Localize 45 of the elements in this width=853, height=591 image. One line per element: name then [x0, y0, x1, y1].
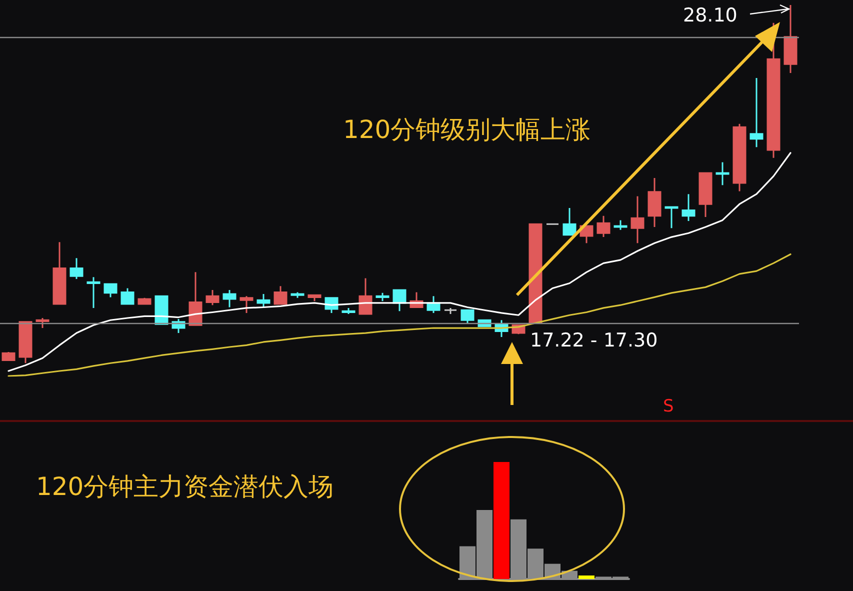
candlestick: [562, 207, 576, 236]
candlestick: [36, 317, 50, 329]
candlestick: [580, 225, 594, 244]
candlestick: [188, 271, 202, 326]
candlestick: [138, 297, 152, 305]
candlestick: [358, 277, 372, 315]
candlestick: [206, 289, 220, 306]
candlestick: [460, 309, 474, 324]
candlestick: [664, 206, 678, 229]
candlestick: [256, 293, 270, 308]
annotation: 120分钟级别大幅上涨: [343, 115, 591, 144]
candlestick: [104, 283, 118, 298]
bar: [578, 575, 594, 579]
candlestick: [732, 123, 746, 192]
candlestick: [392, 289, 406, 312]
candlestick: [342, 307, 356, 315]
candlestick: [716, 161, 730, 186]
text: S: [663, 396, 674, 416]
candlestick: [52, 241, 66, 305]
candlestick: [308, 294, 322, 302]
annotation: 17.22 - 17.30: [530, 330, 658, 352]
candlestick: [698, 172, 712, 218]
candlestick: [528, 223, 542, 324]
candlestick: [648, 177, 662, 228]
candlestick: [614, 219, 628, 231]
candlestick: [596, 215, 610, 238]
candlestick: [70, 257, 84, 280]
candlestick: [86, 276, 100, 309]
candlestick: [784, 4, 798, 74]
candlestick: [274, 285, 288, 305]
candlestick: [682, 193, 696, 222]
candlestick: [766, 22, 780, 159]
candlestick: [630, 195, 644, 244]
candlestick: [240, 295, 254, 314]
candlestick: [120, 288, 134, 305]
candlestick: [750, 77, 764, 148]
annotation: 28.10: [683, 4, 738, 26]
candlestick: [290, 291, 304, 299]
bar: [494, 462, 510, 579]
candlestick: [376, 292, 390, 302]
candlestick: [222, 289, 236, 308]
candlestick: [2, 351, 16, 362]
candlestick: [18, 321, 32, 364]
candlestick: [444, 307, 458, 315]
text: 120分钟主力资金潜伏入场: [36, 472, 334, 501]
